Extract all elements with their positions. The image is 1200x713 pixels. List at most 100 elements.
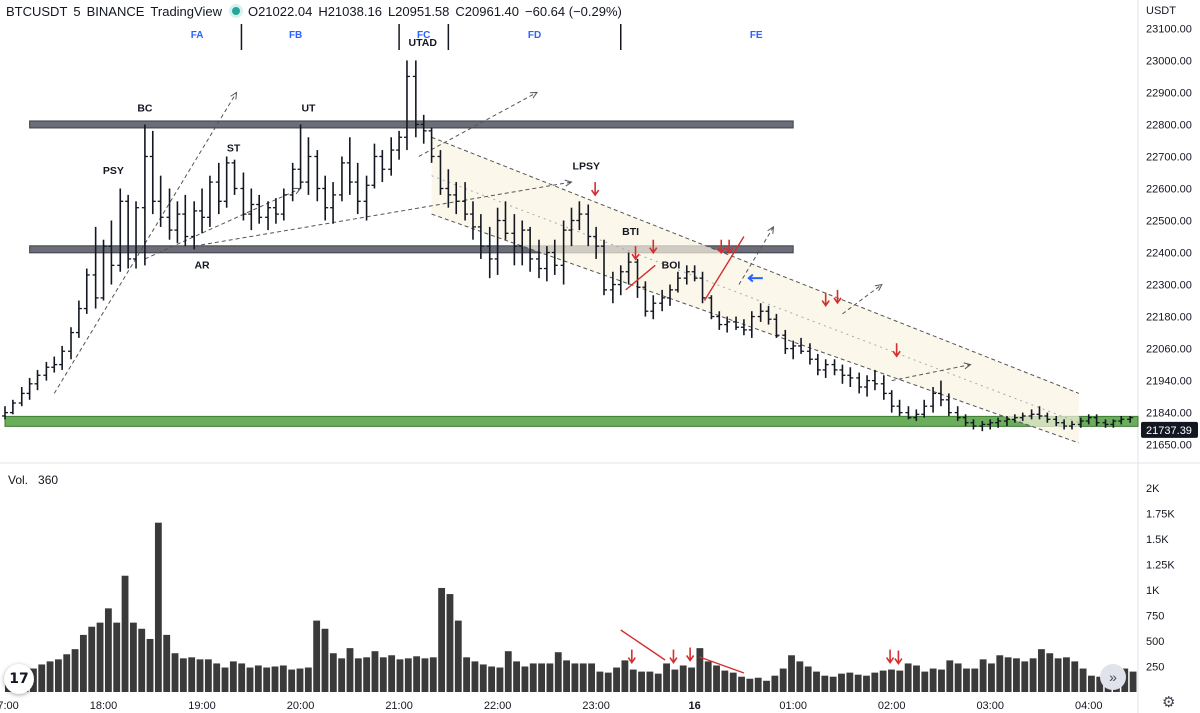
volume-red-line[interactable] [699,656,745,674]
volume-bar[interactable] [104,608,112,692]
volume-bar[interactable] [88,626,96,692]
volume-bar[interactable] [263,667,271,692]
volume-bar[interactable] [654,673,662,692]
volume-bar[interactable] [121,575,129,692]
volume-bar[interactable] [321,628,329,692]
gear-icon[interactable]: ⚙ [1162,694,1176,711]
volume-bar[interactable] [696,648,704,692]
channel-upper-line[interactable] [431,136,1080,394]
projection-line[interactable] [418,91,538,157]
volume-bar[interactable] [754,677,762,692]
volume-bar[interactable] [279,665,287,692]
channel-mid-line[interactable] [431,175,1080,424]
volume-bar[interactable] [879,670,887,692]
volume-bar[interactable] [288,669,296,692]
support-zone[interactable] [4,415,1139,427]
volume-bar[interactable] [979,659,987,692]
volume-bar[interactable] [738,676,745,692]
red-trend-line[interactable] [703,236,745,301]
volume-bar[interactable] [454,620,462,692]
volume-bar[interactable] [354,658,362,692]
volume-bar[interactable] [1071,661,1079,692]
volume-bar[interactable] [996,655,1004,692]
volume-bar[interactable] [1004,657,1012,692]
range-low-zone[interactable] [29,245,794,254]
volume-bar[interactable] [921,671,929,692]
volume-bar[interactable] [1088,675,1095,692]
volume-bar[interactable] [929,668,937,692]
volume-bar[interactable] [379,657,387,692]
volume-bar[interactable] [63,654,71,692]
volume-bar[interactable] [421,658,429,692]
symbol-name[interactable]: BTCUSDT [6,4,68,19]
volume-bar[interactable] [196,659,204,692]
volume-bar[interactable] [629,669,637,692]
volume-bar[interactable] [646,671,654,692]
volume-bar[interactable] [446,594,454,692]
volume-bar[interactable] [638,671,645,692]
volume-bar[interactable] [238,663,246,692]
volume-bar[interactable] [704,661,712,692]
volume-bar[interactable] [296,668,304,692]
volume-bar[interactable] [171,653,179,692]
volume-bar[interactable] [1038,649,1045,692]
volume-bar[interactable] [521,666,529,693]
volume-bar[interactable] [788,655,795,692]
volume-bar[interactable] [479,664,487,692]
scroll-to-realtime-icon[interactable]: » [1100,664,1126,690]
volume-bar[interactable] [46,661,54,692]
volume-bar[interactable] [504,651,512,692]
volume-bar[interactable] [663,663,670,692]
volume-bar[interactable] [1063,657,1070,692]
volume-bar[interactable] [154,522,162,692]
volume-bar[interactable] [538,663,546,692]
volume-bar[interactable] [371,651,379,692]
volume-bar[interactable] [821,675,829,692]
volume-bar[interactable] [463,657,471,692]
volume-bar[interactable] [946,660,954,692]
volume-bar[interactable] [796,661,804,692]
volume-bar[interactable] [404,658,412,692]
volume-bar[interactable] [79,634,87,692]
volume-bar[interactable] [1054,658,1062,692]
volume-bar[interactable] [1046,653,1054,692]
volume-bar[interactable] [1096,676,1104,692]
volume-bar[interactable] [604,672,612,692]
volume-bar[interactable] [246,667,254,692]
volume-bar[interactable] [338,658,346,692]
volume-bar[interactable] [179,658,187,692]
volume-bar[interactable] [571,663,579,692]
volume-bar[interactable] [113,622,121,692]
volume-bar[interactable] [846,672,854,692]
resistance-zone[interactable] [29,120,794,129]
volume-bar[interactable] [1013,658,1020,692]
volume-bar[interactable] [713,665,720,692]
volume-bar[interactable] [388,655,396,692]
volume-bar[interactable] [146,638,154,692]
volume-bar[interactable] [221,667,229,692]
volume-bar[interactable] [913,665,920,692]
volume-bar[interactable] [129,622,137,692]
volume-bar[interactable] [579,663,587,692]
volume-bar[interactable] [413,656,421,692]
volume-bar[interactable] [229,661,237,692]
volume-bar[interactable] [813,671,820,692]
volume-bar[interactable] [671,669,679,692]
volume-bar[interactable] [496,667,504,692]
red-trend-line[interactable] [625,264,656,291]
volume-bar[interactable] [688,667,695,692]
volume-bar[interactable] [971,668,979,692]
volume-bar[interactable] [854,674,862,692]
volume-bar[interactable] [988,663,995,692]
projection-line[interactable] [144,188,301,260]
volume-bar[interactable] [938,669,945,692]
volume-bar[interactable] [954,663,962,692]
volume-bar[interactable] [863,675,870,692]
volume-bar[interactable] [71,649,79,692]
volume-bar[interactable] [396,659,404,692]
volume-bar[interactable] [1129,671,1137,692]
volume-bar[interactable] [438,587,446,692]
volume-bar[interactable] [346,648,354,692]
volume-bar[interactable] [546,663,554,692]
volume-bar[interactable] [896,670,904,692]
